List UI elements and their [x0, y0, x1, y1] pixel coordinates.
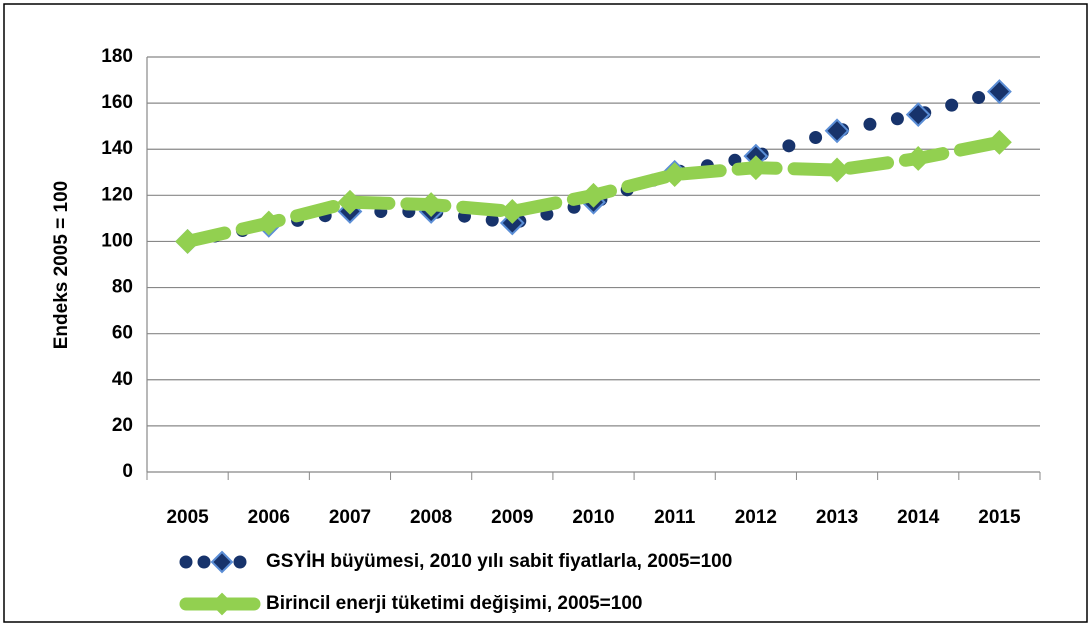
y-tick-label: 140: [101, 138, 133, 159]
point-marker: [986, 129, 1012, 155]
point-marker: [256, 210, 282, 236]
point-marker: [905, 102, 931, 128]
y-tick-label: 60: [112, 323, 133, 344]
y-tick-label: 100: [101, 230, 133, 251]
point-marker: [175, 229, 201, 254]
x-tick-label: 2010: [572, 507, 614, 528]
y-tick-label: 40: [112, 369, 133, 390]
x-tick-label: 2015: [978, 507, 1021, 528]
x-tick-label: 2013: [816, 507, 858, 528]
x-tick-label: 2011: [654, 507, 696, 528]
x-tick-label: 2009: [491, 507, 533, 528]
y-tick-label: 0: [122, 461, 133, 482]
point-marker: [986, 79, 1012, 104]
y-tick-label: 160: [101, 92, 133, 113]
y-axis-label: Endeks 2005 = 100: [51, 181, 72, 350]
point-marker: [499, 199, 525, 224]
x-tick-label: 2012: [735, 507, 777, 528]
point-marker: [337, 189, 363, 215]
y-tick-label: 180: [101, 46, 133, 67]
x-tick-label: 2008: [410, 507, 452, 528]
point-marker: [662, 162, 688, 187]
series-line: [181, 85, 1006, 248]
x-tick-label: 2014: [897, 507, 940, 528]
chart-border: [3, 3, 1088, 623]
point-marker: [418, 192, 444, 217]
point-marker: [581, 182, 606, 208]
point-marker: [743, 155, 769, 181]
x-tick-label: 2007: [329, 507, 371, 528]
x-tick-label: 2005: [166, 507, 209, 528]
y-tick-label: 120: [101, 184, 133, 205]
y-tick-label: 80: [112, 277, 133, 298]
y-tick-label: 20: [112, 415, 133, 436]
point-marker: [824, 118, 850, 144]
legend-label: GSYİH büyümesi, 2010 yılı sabit fiyatlar…: [266, 551, 732, 572]
point-marker: [905, 146, 931, 171]
x-tick-label: 2006: [248, 507, 290, 528]
point-marker: [824, 157, 850, 183]
legend-marker: [210, 592, 234, 616]
legend-marker: [210, 550, 234, 574]
legend-label: Birincil enerji tüketimi değişimi, 2005=…: [266, 593, 642, 614]
